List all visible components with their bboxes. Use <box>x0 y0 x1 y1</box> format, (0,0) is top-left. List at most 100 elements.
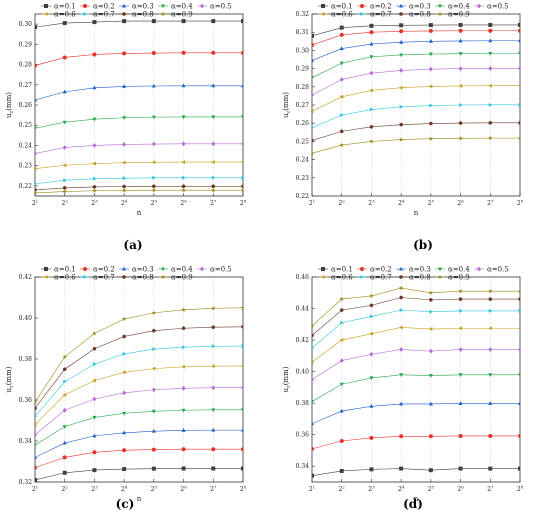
data-point <box>340 320 345 325</box>
data-point <box>151 466 156 471</box>
y-tick-label: 0.40 <box>296 369 310 376</box>
legend-marker <box>320 275 325 279</box>
data-point <box>339 358 344 363</box>
data-point <box>92 52 97 57</box>
data-point <box>488 433 493 438</box>
data-point <box>339 94 344 99</box>
data-point <box>211 50 216 55</box>
data-point <box>488 135 493 141</box>
data-point <box>312 42 314 47</box>
y-tick-label: 0.26 <box>296 120 310 127</box>
y-tick-label: 0.29 <box>296 66 310 73</box>
data-point <box>121 187 127 193</box>
chart-panel-4: 0.34 0.36 0.38 0.40 0.42 0.44 0.46 21 22 23 24 25 26… <box>282 266 524 512</box>
data-point <box>62 21 67 26</box>
data-point <box>240 305 243 310</box>
y-axis-title: uz(mm) <box>5 366 15 392</box>
y-tick-label: 0.23 <box>19 163 33 170</box>
y-tick-label: 0.38 <box>296 400 310 407</box>
data-point <box>458 22 463 27</box>
data-point <box>428 290 434 295</box>
data-point <box>92 176 97 181</box>
data-point <box>312 33 314 38</box>
data-point <box>151 51 156 56</box>
data-point <box>339 32 344 37</box>
series-line <box>35 409 243 446</box>
y-tick-label: 0.32 <box>19 479 33 486</box>
legend-label: α=0.3 <box>409 3 431 11</box>
y-tick-label: 0.42 <box>296 337 310 344</box>
series-line <box>312 435 520 450</box>
legend: α=0.1 α=0.2 α=0.3 α=0.4 α=0.5 α=0.6 α=0.7 α=0.8… <box>41 266 232 282</box>
legend-marker <box>438 267 442 272</box>
legend-label: α=0.6 <box>54 11 76 19</box>
data-point <box>35 443 37 448</box>
legend-label: α=0.4 <box>448 3 470 11</box>
data-point <box>428 39 433 43</box>
x-tick-label: 27 <box>487 199 494 208</box>
y-tick-label: 0.22 <box>19 183 33 190</box>
data-point <box>62 89 67 94</box>
data-point <box>488 51 493 56</box>
data-point <box>312 333 314 338</box>
x-tick-label: 28 <box>517 485 524 494</box>
series-line <box>35 429 243 458</box>
series-line <box>35 468 243 481</box>
legend-marker <box>360 4 364 8</box>
data-point <box>210 364 215 369</box>
legend-marker <box>321 4 325 8</box>
data-point <box>458 347 463 352</box>
legend-label: α=0.2 <box>93 266 115 274</box>
y-tick-label: 0.34 <box>19 438 33 445</box>
data-point <box>399 347 404 352</box>
data-point <box>211 466 216 471</box>
data-point <box>62 185 67 190</box>
data-point <box>518 120 520 125</box>
data-point <box>62 407 67 413</box>
data-point <box>459 308 463 313</box>
legend-label: α=0.2 <box>370 266 392 274</box>
y-tick-label: 0.22 <box>296 193 310 200</box>
y-tick-label: 0.31 <box>296 29 309 36</box>
legend-label: α=0.7 <box>93 11 115 19</box>
legend-marker <box>83 12 88 16</box>
y-tick-label: 0.25 <box>19 122 33 129</box>
plot-frame <box>34 13 244 197</box>
legend-label: α=0.4 <box>171 266 193 274</box>
data-point <box>181 141 186 147</box>
y-tick-label: 0.24 <box>19 142 33 149</box>
data-point <box>62 163 67 168</box>
x-tick-label: 23 <box>91 485 98 494</box>
data-point <box>151 187 157 193</box>
data-point <box>399 466 404 471</box>
data-point <box>458 466 463 471</box>
x-axis-title: n <box>137 209 142 217</box>
panel-label: (a) <box>123 238 142 252</box>
data-point <box>92 85 97 90</box>
legend-label: α=0.4 <box>448 266 470 274</box>
data-point <box>398 285 404 290</box>
data-point <box>35 406 37 411</box>
data-point <box>241 324 243 329</box>
data-point <box>211 115 216 120</box>
x-tick-label: 24 <box>121 485 128 494</box>
data-point <box>211 184 216 189</box>
data-point <box>241 466 243 471</box>
data-point <box>488 401 493 405</box>
data-point <box>35 97 37 102</box>
legend-marker <box>44 4 48 8</box>
data-point <box>92 362 97 367</box>
y-tick-label: 0.44 <box>296 306 310 313</box>
legend-label: α=0.2 <box>370 3 392 11</box>
series-line <box>312 287 520 327</box>
data-point <box>211 325 216 330</box>
data-point <box>35 399 38 404</box>
legend-marker <box>477 3 481 9</box>
data-point <box>181 184 186 189</box>
data-point <box>35 182 38 186</box>
data-point <box>399 373 404 378</box>
legend-label: α=0.5 <box>487 3 509 11</box>
data-point <box>488 38 493 43</box>
y-tick-label: 0.34 <box>296 463 310 470</box>
